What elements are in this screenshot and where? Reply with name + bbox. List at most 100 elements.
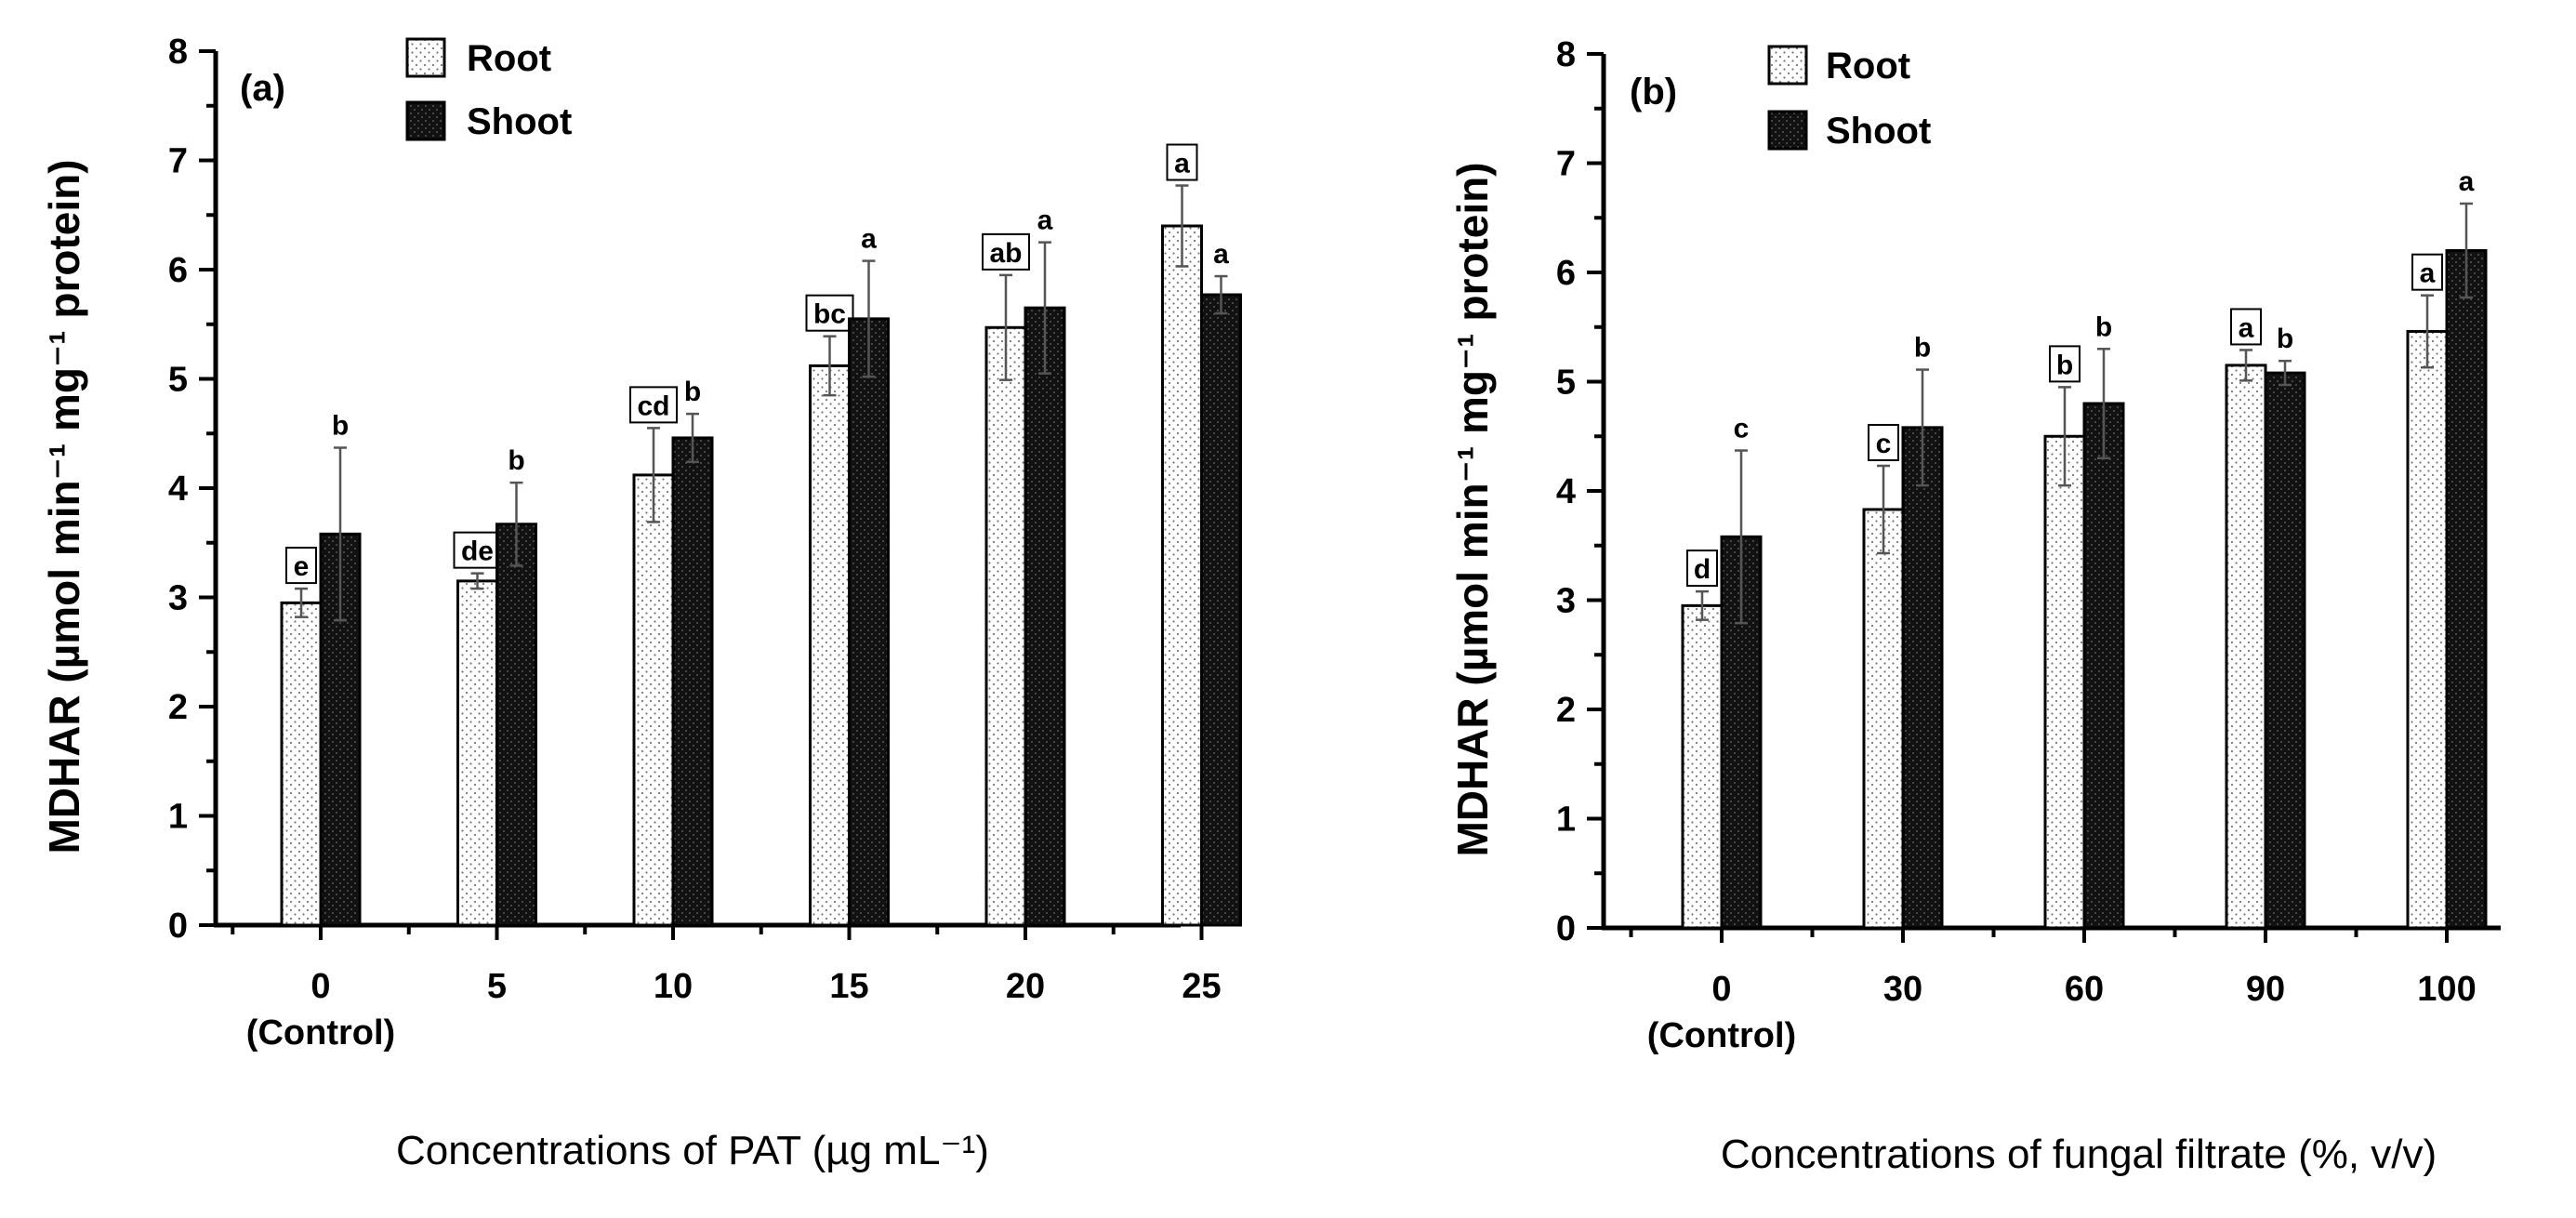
significance-letter-root: c — [1876, 429, 1892, 459]
y-tick-label: 6 — [168, 251, 188, 290]
bar-root — [2043, 434, 2086, 930]
bar-shoot — [2082, 402, 2125, 930]
bar-shoot — [495, 523, 537, 927]
significance-box — [1166, 143, 1198, 181]
y-tick-label: 1 — [168, 798, 188, 837]
x-tick-label: 0 — [1711, 970, 1731, 1009]
significance-box — [2049, 345, 2081, 383]
bar-shoot — [1901, 426, 1944, 930]
y-tick-label: 7 — [1556, 145, 1576, 184]
significance-letter-shoot: b — [2277, 324, 2293, 354]
bar-root — [1862, 508, 1905, 930]
significance-box — [629, 386, 678, 424]
legend: Root Shoot — [405, 37, 572, 142]
x-tick-label: 25 — [1182, 967, 1221, 1006]
y-tick-label: 5 — [168, 361, 188, 400]
significance-letter-shoot: a — [861, 224, 877, 255]
significance-letter-root: b — [2056, 350, 2073, 380]
significance-letter-root: cd — [637, 391, 669, 421]
significance-box — [2411, 253, 2443, 291]
significance-box — [2230, 308, 2262, 346]
bar-root — [2406, 329, 2449, 930]
significance-letter-shoot: a — [2459, 166, 2475, 197]
significance-box — [285, 547, 317, 585]
chart-panel-b: (b) Root Shoot 0 1 2 3 4 5 6 7 8 0 (Control) 30 60 90… — [1448, 35, 2501, 1177]
x-tick-sublabel: (Control) — [246, 1013, 395, 1053]
bar-root — [632, 473, 675, 927]
significance-letter-root: d — [1694, 554, 1711, 585]
legend: Root Shoot — [1767, 45, 1931, 152]
significance-box — [982, 232, 1030, 271]
y-tick-label: 8 — [168, 33, 188, 72]
bar-root — [1161, 224, 1203, 927]
x-tick-label: 100 — [2417, 970, 2476, 1009]
bar-root — [1681, 603, 1724, 930]
significance-letter-root: a — [2239, 312, 2254, 343]
significance-letter-root: a — [1174, 149, 1190, 179]
significance-letter-root: de — [461, 536, 494, 567]
y-tick-label: 8 — [1556, 35, 1576, 74]
significance-letter-root: bc — [813, 299, 846, 330]
significance-letter-shoot: c — [1734, 414, 1750, 444]
legend-label-shoot: Shoot — [1826, 111, 1931, 152]
significance-letter-shoot: a — [1037, 205, 1053, 236]
bar-root — [984, 325, 1027, 927]
bar-shoot — [671, 436, 714, 927]
significance-letter-shoot: b — [1914, 333, 1931, 364]
x-tick-label: 0 — [310, 967, 330, 1006]
bar-shoot — [1200, 293, 1242, 927]
significance-box — [1686, 549, 1718, 588]
y-axis-label: MDHAR (µmol min⁻¹ mg⁻¹ protein) — [1448, 162, 1497, 856]
significance-letter-root: e — [294, 551, 310, 582]
chart-panel-a: (a) Root Shoot 0 1 2 3 4 5 6 7 8 0 (Control) 5 10 15 2… — [40, 33, 1242, 1173]
legend-swatch-shoot — [405, 100, 446, 141]
significance-letter-root: ab — [989, 238, 1022, 269]
y-tick-label: 4 — [168, 470, 188, 509]
y-tick-label: 1 — [1556, 801, 1576, 840]
x-tick-label: 20 — [1006, 967, 1045, 1006]
x-axis-label: Concentrations of fungal filtrate (%, v/… — [1721, 1132, 2437, 1177]
significance-letter-shoot: b — [2095, 311, 2112, 342]
significance-box — [1868, 423, 1899, 461]
panel-label: (a) — [240, 68, 285, 109]
y-axis-label: MDHAR (µmol min⁻¹ mg⁻¹ protein) — [40, 159, 88, 854]
x-tick-label: 5 — [487, 967, 507, 1006]
y-tick-label: 0 — [1556, 909, 1576, 948]
significance-box — [805, 294, 854, 332]
bar-shoot — [2445, 249, 2488, 930]
bar-shoot — [2264, 371, 2306, 930]
y-tick-label: 2 — [168, 688, 188, 727]
legend-label-root: Root — [1826, 46, 1910, 86]
legend-swatch-shoot — [1767, 110, 1808, 151]
y-tick-label: 7 — [168, 142, 188, 181]
bar-root — [809, 364, 851, 927]
x-tick-label: 90 — [2246, 970, 2285, 1009]
x-axis-label: Concentrations of PAT (µg mL⁻¹) — [396, 1128, 989, 1173]
x-tick-sublabel: (Control) — [1647, 1016, 1796, 1055]
x-tick-label: 60 — [2065, 970, 2104, 1009]
x-tick-label: 15 — [829, 967, 868, 1006]
significance-letter-root: a — [2420, 258, 2436, 289]
y-tick-label: 0 — [168, 907, 188, 946]
y-tick-label: 3 — [1556, 582, 1576, 621]
legend-swatch-root — [1767, 45, 1808, 86]
y-tick-label: 6 — [1556, 254, 1576, 293]
legend-swatch-root — [405, 37, 446, 78]
y-tick-label: 5 — [1556, 364, 1576, 403]
y-tick-label: 3 — [168, 579, 188, 618]
bar-root — [280, 601, 323, 927]
panel-label: (b) — [1630, 72, 1677, 113]
legend-label-shoot: Shoot — [467, 101, 572, 142]
bar-root — [2225, 364, 2267, 930]
bar-root — [456, 579, 498, 927]
significance-letter-shoot: b — [332, 411, 349, 442]
bar-shoot — [1024, 306, 1066, 927]
significance-letter-shoot: b — [684, 377, 701, 407]
x-tick-label: 30 — [1883, 970, 1922, 1009]
y-tick-label: 4 — [1556, 472, 1576, 511]
x-tick-label: 10 — [654, 967, 693, 1006]
bar-shoot — [848, 317, 890, 927]
significance-letter-shoot: b — [508, 445, 524, 476]
y-tick-label: 2 — [1556, 691, 1576, 730]
